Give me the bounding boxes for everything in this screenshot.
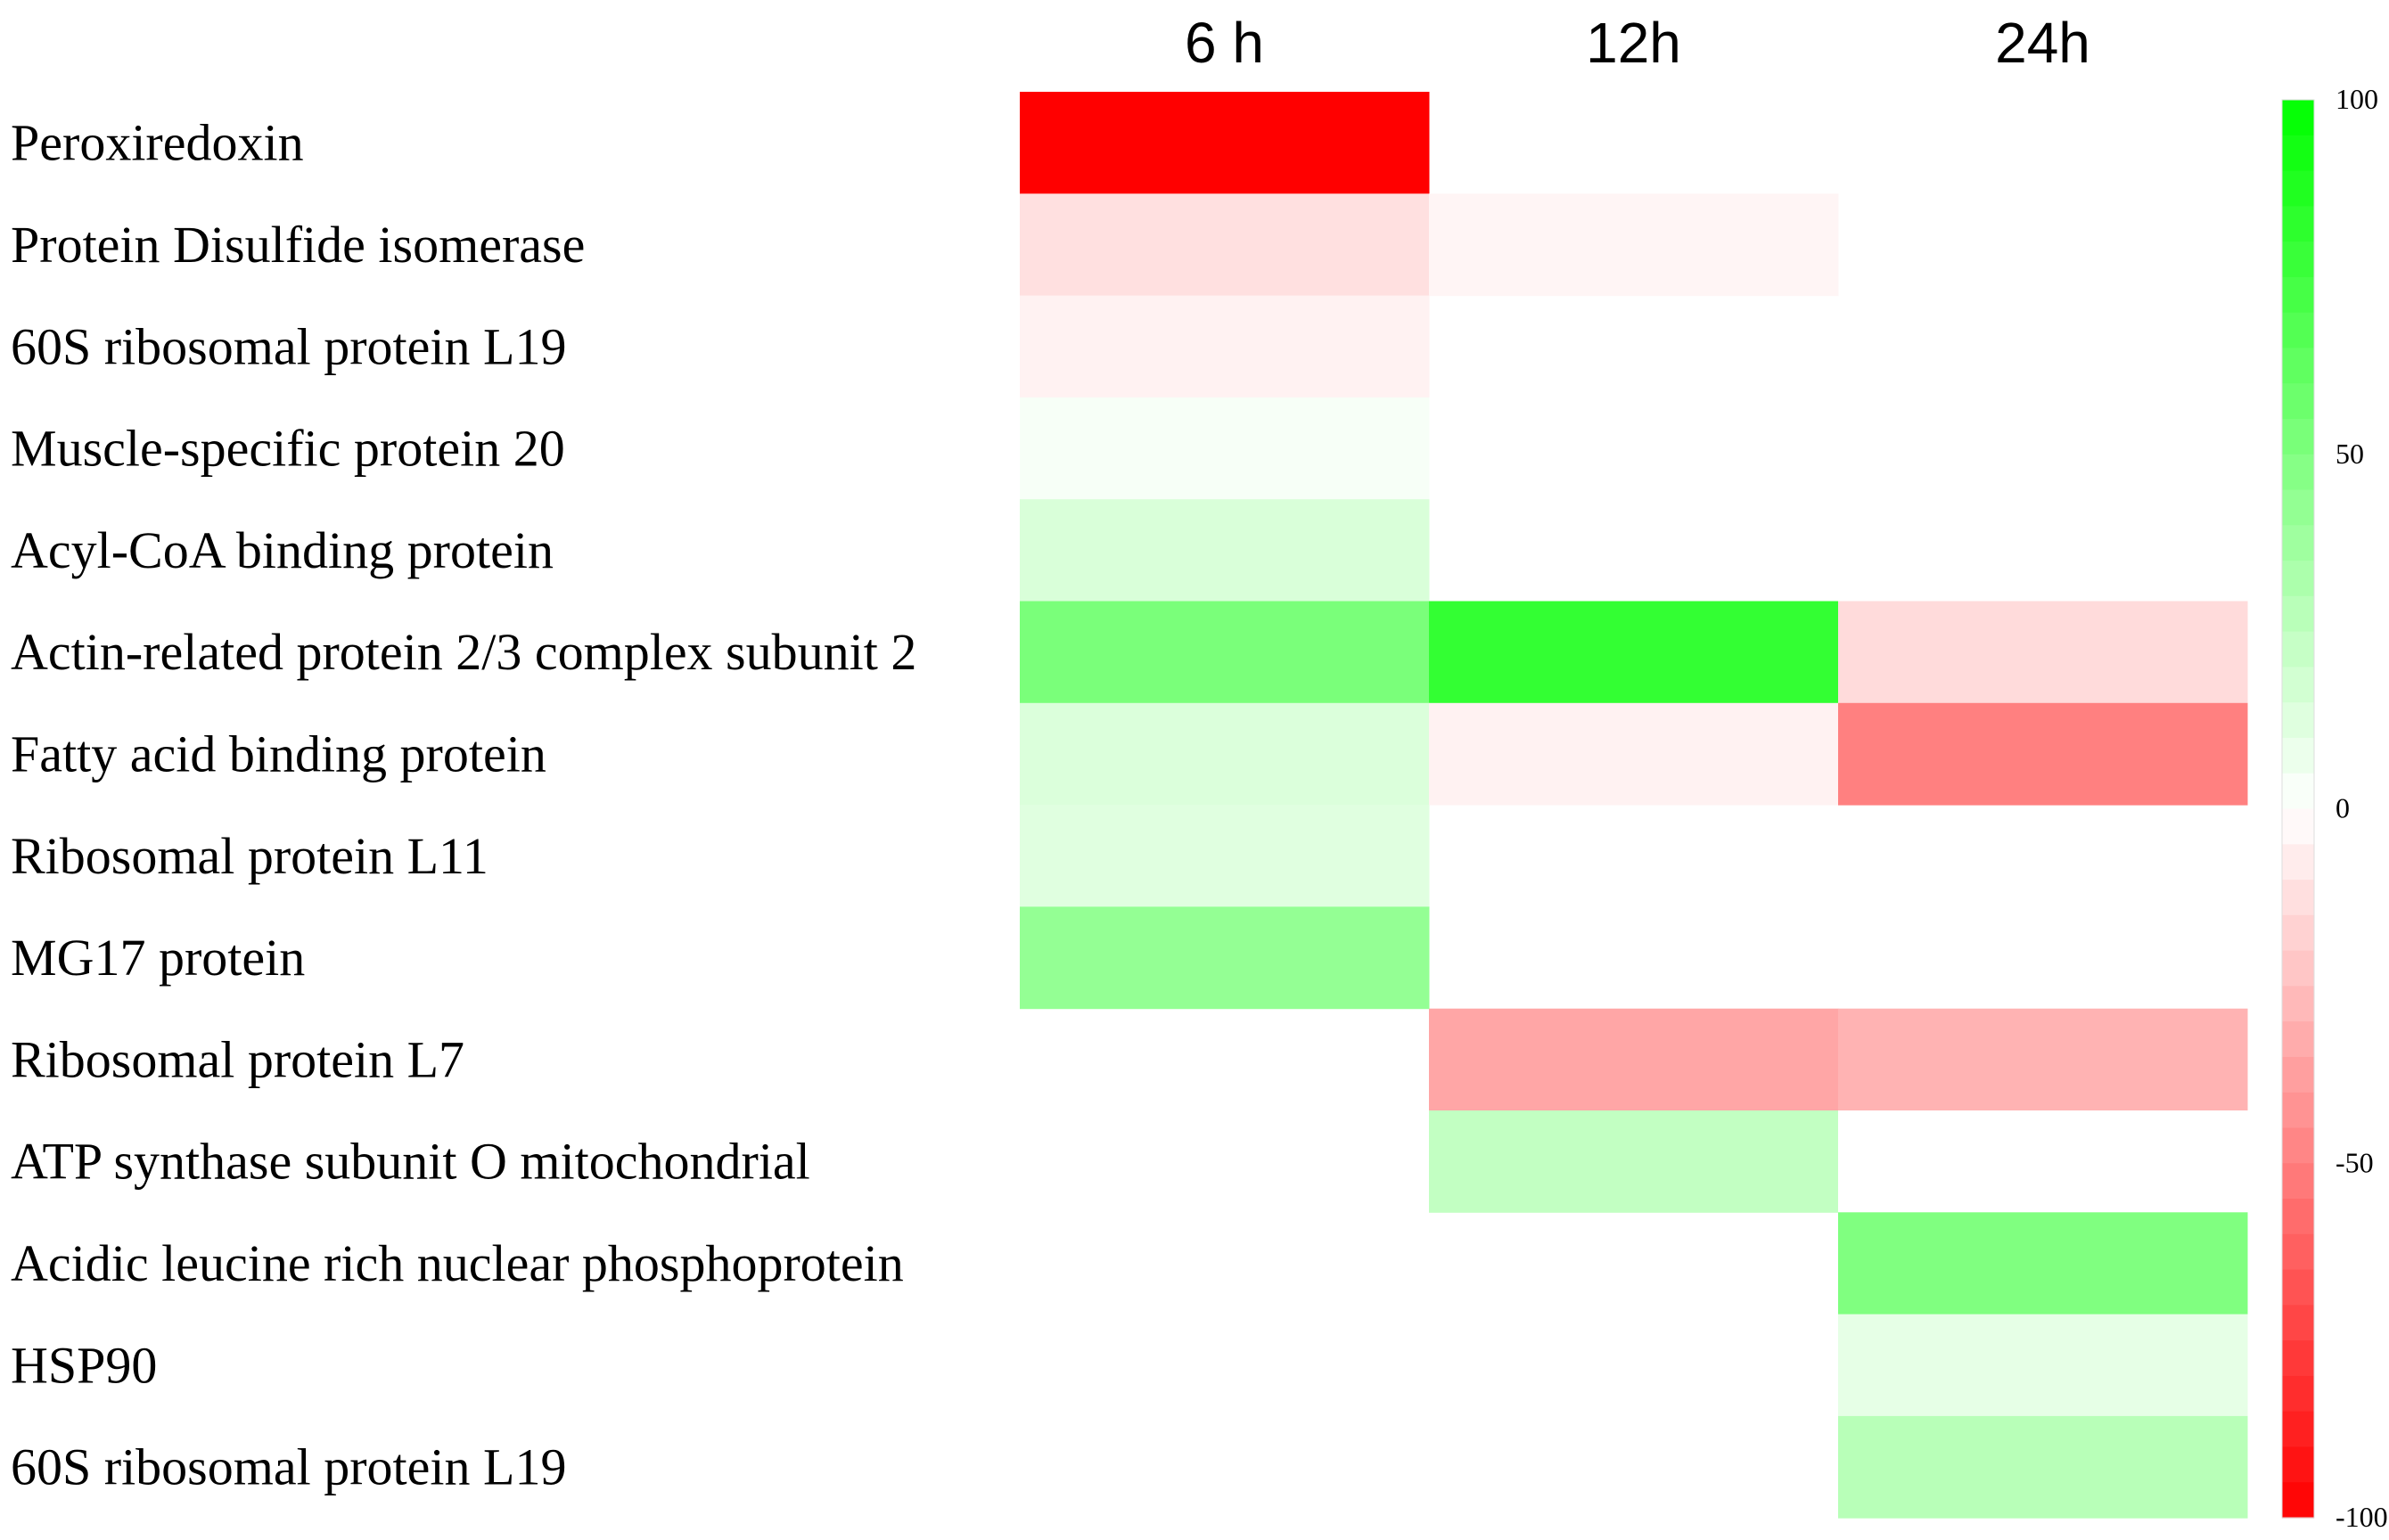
heatmap-cell-r1-c0 [1020, 193, 1430, 297]
column-label-0: 6 h [1185, 11, 1264, 75]
colorbar-tick-label-0: 100 [2336, 83, 2378, 115]
colorbar-tick-label-2: 0 [2336, 792, 2350, 824]
colorbar-border [2281, 99, 2315, 1519]
row-label-10: ATP synthase subunit O mitochondrial [11, 1133, 810, 1191]
row-label-2: 60S ribosomal protein L19 [11, 317, 566, 375]
row-label-6: Fatty acid binding protein [11, 725, 546, 782]
heatmap-cell-r6-c2 [1838, 702, 2248, 806]
heatmap-cell-r3-c0 [1020, 397, 1430, 500]
colorbar-segment-37 [2282, 1411, 2314, 1448]
heatmap-cell-r4-c0 [1020, 499, 1430, 602]
heatmap-cell-r2-c0 [1020, 295, 1430, 398]
colorbar-segment-21 [2282, 844, 2314, 881]
colorbar-segment-36 [2282, 1375, 2314, 1413]
row-label-9: Ribosomal protein L7 [11, 1030, 464, 1088]
colorbar-segment-1 [2282, 135, 2314, 172]
colorbar-segment-22 [2282, 880, 2314, 916]
heatmap-cell-r13-c2 [1838, 1415, 2248, 1519]
colorbar-segment-31 [2282, 1199, 2314, 1235]
colorbar-segment-6 [2282, 312, 2314, 349]
colorbar-segment-9 [2282, 418, 2314, 455]
heatmap-cell-r10-c2 [1838, 1110, 2248, 1213]
heatmap-cell-r11-c2 [1838, 1212, 2248, 1315]
heatmap-cell-r6-c1 [1429, 702, 1839, 806]
colorbar-segment-26 [2282, 1021, 2314, 1058]
colorbar-segment-29 [2282, 1127, 2314, 1164]
heatmap-cell-r9-c2 [1838, 1008, 2248, 1111]
colorbar-segment-12 [2282, 525, 2314, 561]
row-label-5: Actin-related protein 2/3 complex subuni… [11, 623, 916, 681]
row-label-12: HSP90 [11, 1336, 157, 1394]
row-label-13: 60S ribosomal protein L19 [11, 1438, 566, 1496]
row-label-4: Acyl-CoA binding protein [11, 521, 554, 579]
colorbar: 100 50 0 -50 -100 [2281, 83, 2388, 1533]
colorbar-segment-27 [2282, 1056, 2314, 1094]
colorbar-segment-24 [2282, 950, 2314, 987]
column-label-2: 24h [1995, 11, 2090, 75]
column-labels: 6 h 12h 24h [1185, 11, 2090, 75]
colorbar-segment-4 [2282, 242, 2314, 278]
colorbar-segment-30 [2282, 1163, 2314, 1200]
colorbar-segment-13 [2282, 561, 2314, 597]
row-label-11: Acidic leucine rich nuclear phosphoprote… [11, 1234, 904, 1292]
colorbar-segment-38 [2282, 1446, 2314, 1483]
heatmap-cells [1020, 92, 2248, 1519]
colorbar-tick-label-4: -100 [2336, 1501, 2388, 1533]
row-label-0: Peroxiredoxin [11, 114, 304, 172]
heatmap-cell-r7-c0 [1020, 805, 1430, 907]
heatmap-cell-r5-c1 [1429, 601, 1839, 704]
colorbar-segment-14 [2282, 595, 2314, 633]
heatmap-cell-r10-c1 [1429, 1110, 1839, 1213]
colorbar-segment-10 [2282, 454, 2314, 491]
colorbar-segment-39 [2282, 1482, 2314, 1519]
row-labels: Peroxiredoxin Protein Disulfide isomerase… [11, 114, 916, 1496]
colorbar-segment-7 [2282, 348, 2314, 384]
colorbar-segment-16 [2282, 667, 2314, 703]
colorbar-segment-25 [2282, 986, 2314, 1022]
colorbar-tick-label-3: -50 [2336, 1146, 2374, 1178]
heatmap-cell-r5-c2 [1838, 601, 2248, 704]
heatmap-cell-r0-c0 [1020, 92, 1430, 194]
colorbar-segment-32 [2282, 1233, 2314, 1271]
colorbar-segment-8 [2282, 383, 2314, 420]
row-label-3: Muscle-specific protein 20 [11, 420, 565, 478]
column-label-1: 12h [1586, 11, 1681, 75]
colorbar-segment-5 [2282, 276, 2314, 314]
colorbar-segment-33 [2282, 1269, 2314, 1306]
colorbar-segment-3 [2282, 206, 2314, 242]
row-label-1: Protein Disulfide isomerase [11, 216, 585, 274]
colorbar-segment-11 [2282, 489, 2314, 526]
heatmap-cell-r1-c1 [1429, 193, 1839, 297]
colorbar-tick-label-1: 50 [2336, 438, 2364, 470]
heatmap-cell-r6-c0 [1020, 702, 1430, 806]
heatmap-cell-r9-c1 [1429, 1008, 1839, 1111]
colorbar-segment-19 [2282, 773, 2314, 810]
row-label-7: Ribosomal protein L11 [11, 827, 488, 885]
colorbar-segment-23 [2282, 914, 2314, 952]
colorbar-segment-2 [2282, 170, 2314, 207]
colorbar-segment-0 [2282, 100, 2314, 136]
colorbar-segment-18 [2282, 737, 2314, 774]
colorbar-segment-17 [2282, 702, 2314, 739]
colorbar-segment-20 [2282, 808, 2314, 845]
colorbar-segment-35 [2282, 1340, 2314, 1377]
row-label-8: MG17 protein [11, 929, 305, 987]
colorbar-segment-15 [2282, 631, 2314, 668]
colorbar-segment-28 [2282, 1092, 2314, 1129]
heatmap-cell-r8-c0 [1020, 906, 1430, 1010]
colorbar-segment-34 [2282, 1305, 2314, 1341]
heatmap-cell-r5-c0 [1020, 601, 1430, 704]
heatmap-cell-r12-c2 [1838, 1314, 2248, 1417]
